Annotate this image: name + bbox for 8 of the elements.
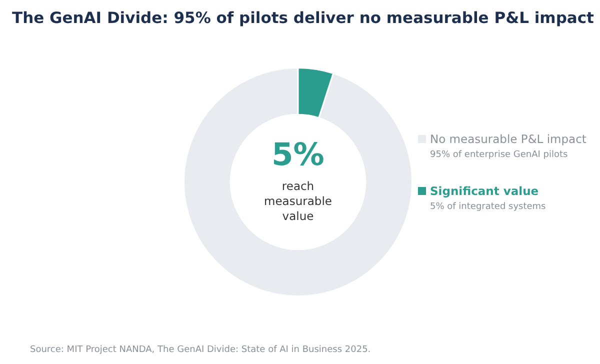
text: 5% of integrated systems <box>430 201 547 214</box>
text: 5% <box>272 136 324 172</box>
legend-label: Significant value <box>430 183 539 200</box>
chart-title: The GenAI Divide: 95% of pilots deliver no measurable P&L impact <box>12 9 594 27</box>
source-note: Source: MIT Project NANDA, The GenAI Divide: State of AI in Business 2025. <box>30 345 371 355</box>
text: reach measurable value <box>263 178 333 224</box>
text: 95% of enterprise GenAI pilots <box>430 149 569 162</box>
legend-label: No measurable P&L impact <box>430 131 586 148</box>
